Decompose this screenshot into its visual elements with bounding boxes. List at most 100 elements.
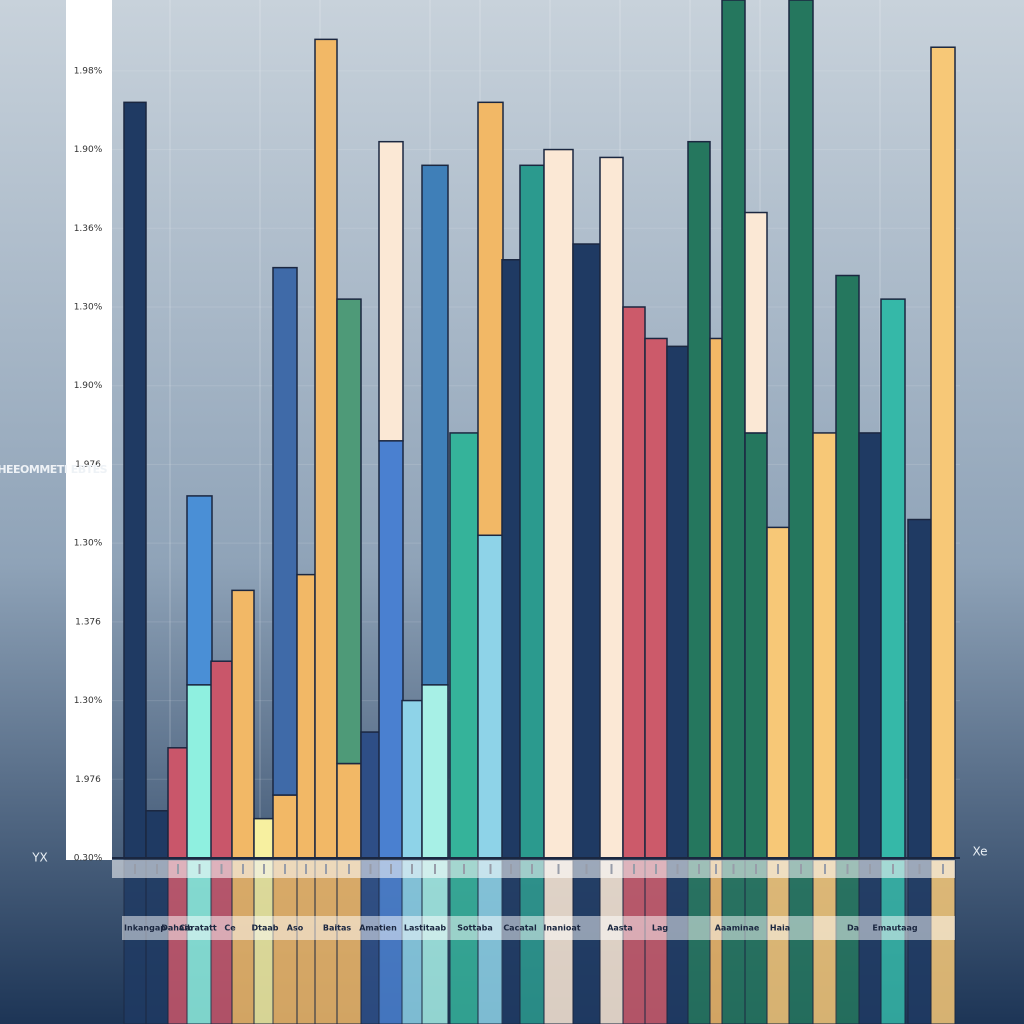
footer-stripe (835, 859, 860, 1024)
x-axis-left-label: YX (31, 851, 48, 865)
axis-panel (66, 0, 112, 860)
bar-segment (272, 266, 298, 796)
bar-segment (145, 810, 169, 859)
footer-stripe (788, 859, 814, 1024)
bar-segment (477, 534, 504, 859)
footer-label: Dahaib (161, 924, 193, 933)
footer-stripe (907, 859, 932, 1024)
footer-stripe (253, 859, 275, 1024)
footer-stripe (123, 859, 147, 1024)
footer-stripe (501, 859, 521, 1024)
bar-segment (186, 495, 213, 686)
bar-segment (599, 156, 624, 859)
bar-segment (766, 526, 790, 859)
footer-label: Caratatt (179, 924, 217, 933)
footer-label: Lag (652, 924, 668, 933)
y-tick-label: 1.90% (74, 381, 103, 391)
bar-segment (744, 211, 768, 434)
bar-segment (880, 298, 906, 859)
footer-stripe (378, 859, 404, 1024)
footer-label: Aasta (607, 924, 633, 933)
bar-segment (231, 589, 255, 859)
bar-segment (519, 164, 545, 859)
bar-segment (709, 337, 723, 859)
bar-segment (744, 432, 768, 859)
bar-segment (421, 684, 449, 859)
bar-segment (907, 518, 932, 859)
footer-label: Ce (224, 924, 236, 933)
bar-segment (930, 46, 956, 859)
footer-label: Lastitaab (404, 924, 446, 933)
y-tick-label: 1.90% (74, 145, 103, 155)
bar-segment (858, 432, 882, 859)
footer-label: Inkangap (124, 924, 166, 933)
footer-stripe (622, 859, 646, 1024)
y-tick-label: 1.36% (74, 224, 103, 234)
bar-segment (501, 259, 521, 859)
footer-stripe (744, 859, 768, 1024)
footer-stripe (858, 859, 882, 1024)
y-tick-label: 1.98% (74, 66, 103, 76)
footer-stripe (360, 859, 381, 1024)
footer-stripe (186, 859, 213, 1024)
y-tick-label: 1.30% (74, 539, 103, 549)
bar-segment (210, 660, 233, 859)
bar-segment (421, 164, 449, 686)
bar-segment (336, 762, 362, 859)
footer-stripe (296, 859, 316, 1024)
footer-stripe (709, 859, 723, 1024)
footer-stripe (167, 859, 189, 1024)
footer-stripe (666, 859, 689, 1024)
footer-label: Sottaba (457, 924, 492, 933)
footer-stripe (272, 859, 298, 1024)
y-tick-label: 1.30% (74, 302, 103, 312)
footer-stripe (644, 859, 668, 1024)
bar-segment (123, 101, 147, 859)
footer-label: Emautaag (872, 924, 918, 933)
bar-segment (835, 274, 860, 859)
footer-stripe (449, 859, 479, 1024)
footer-stripe (477, 859, 504, 1024)
bar-segment (401, 699, 423, 859)
footer-stripe (766, 859, 790, 1024)
footer-label: Cacatal (503, 924, 537, 933)
bar-segment (788, 0, 814, 859)
bar-segment (378, 140, 404, 442)
bar-segment (449, 432, 479, 859)
bar-segment (543, 148, 574, 859)
y-tick-label: 1.976 (75, 775, 101, 785)
footer-stripe (572, 859, 601, 1024)
y-tick-label: 1.376 (75, 617, 101, 627)
footer-label: Inanioat (543, 924, 580, 933)
footer-stripe (231, 859, 255, 1024)
footer-label: Baitas (323, 924, 351, 933)
footer-stripe (812, 859, 838, 1024)
bar-segment (314, 38, 338, 859)
footer-stripe (543, 859, 574, 1024)
footer-stripe (336, 859, 362, 1024)
footer-band (112, 860, 955, 878)
footer-stripe (519, 859, 545, 1024)
bar-segment (167, 747, 189, 859)
y-axis-label: ANQOHEEOMMETI EBTES (0, 463, 108, 476)
bar-segment (336, 298, 362, 765)
bar-segment (644, 337, 668, 859)
bar-segment (296, 573, 316, 859)
footer-stripe (210, 859, 233, 1024)
footer-stripe (880, 859, 906, 1024)
bar-segment (572, 243, 601, 859)
footer-stripe (721, 859, 746, 1024)
y-tick-label: 1.30% (74, 696, 103, 706)
footer-label: Da (847, 924, 859, 933)
footer-stripe (401, 859, 423, 1024)
bar-segment (378, 440, 404, 859)
bar-segment (186, 684, 213, 859)
footer-stripe (930, 859, 956, 1024)
footer-label: Aaaminae (715, 924, 760, 933)
footer-label-band (122, 916, 955, 940)
y-tick-label: 0.30% (74, 854, 103, 864)
bar-segment (272, 794, 298, 859)
bar-segment (812, 432, 838, 859)
footer-stripe (314, 859, 338, 1024)
